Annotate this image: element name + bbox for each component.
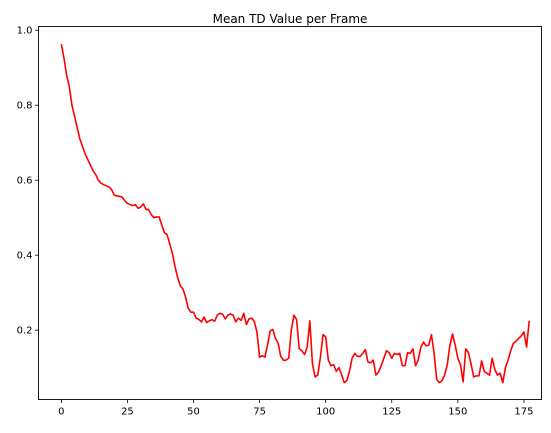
x-axis-ticks: 0 25 50 75 100 125 150 175	[58, 399, 533, 418]
y-tick-label: 1.0	[17, 26, 33, 37]
x-tick-label: 75	[253, 407, 266, 418]
y-tick-label: 0.4	[17, 251, 33, 262]
x-tick-label: 25	[121, 407, 134, 418]
x-tick-label: 175	[514, 407, 533, 418]
x-tick-label: 100	[316, 407, 335, 418]
chart-title: Mean TD Value per Frame	[213, 12, 368, 26]
series-line-0	[60, 43, 531, 384]
y-axis-ticks: 0.2 0.4 0.6 0.8 1.0	[17, 26, 39, 337]
x-tick-label: 0	[58, 407, 64, 418]
y-tick-label: 0.2	[17, 326, 33, 337]
x-tick-label: 50	[187, 407, 200, 418]
plot-area	[60, 43, 531, 384]
y-tick-label: 0.6	[17, 176, 33, 187]
y-tick-label: 0.8	[17, 101, 33, 112]
x-tick-label: 150	[448, 407, 467, 418]
plot-frame	[38, 26, 542, 400]
x-tick-label: 125	[382, 407, 401, 418]
